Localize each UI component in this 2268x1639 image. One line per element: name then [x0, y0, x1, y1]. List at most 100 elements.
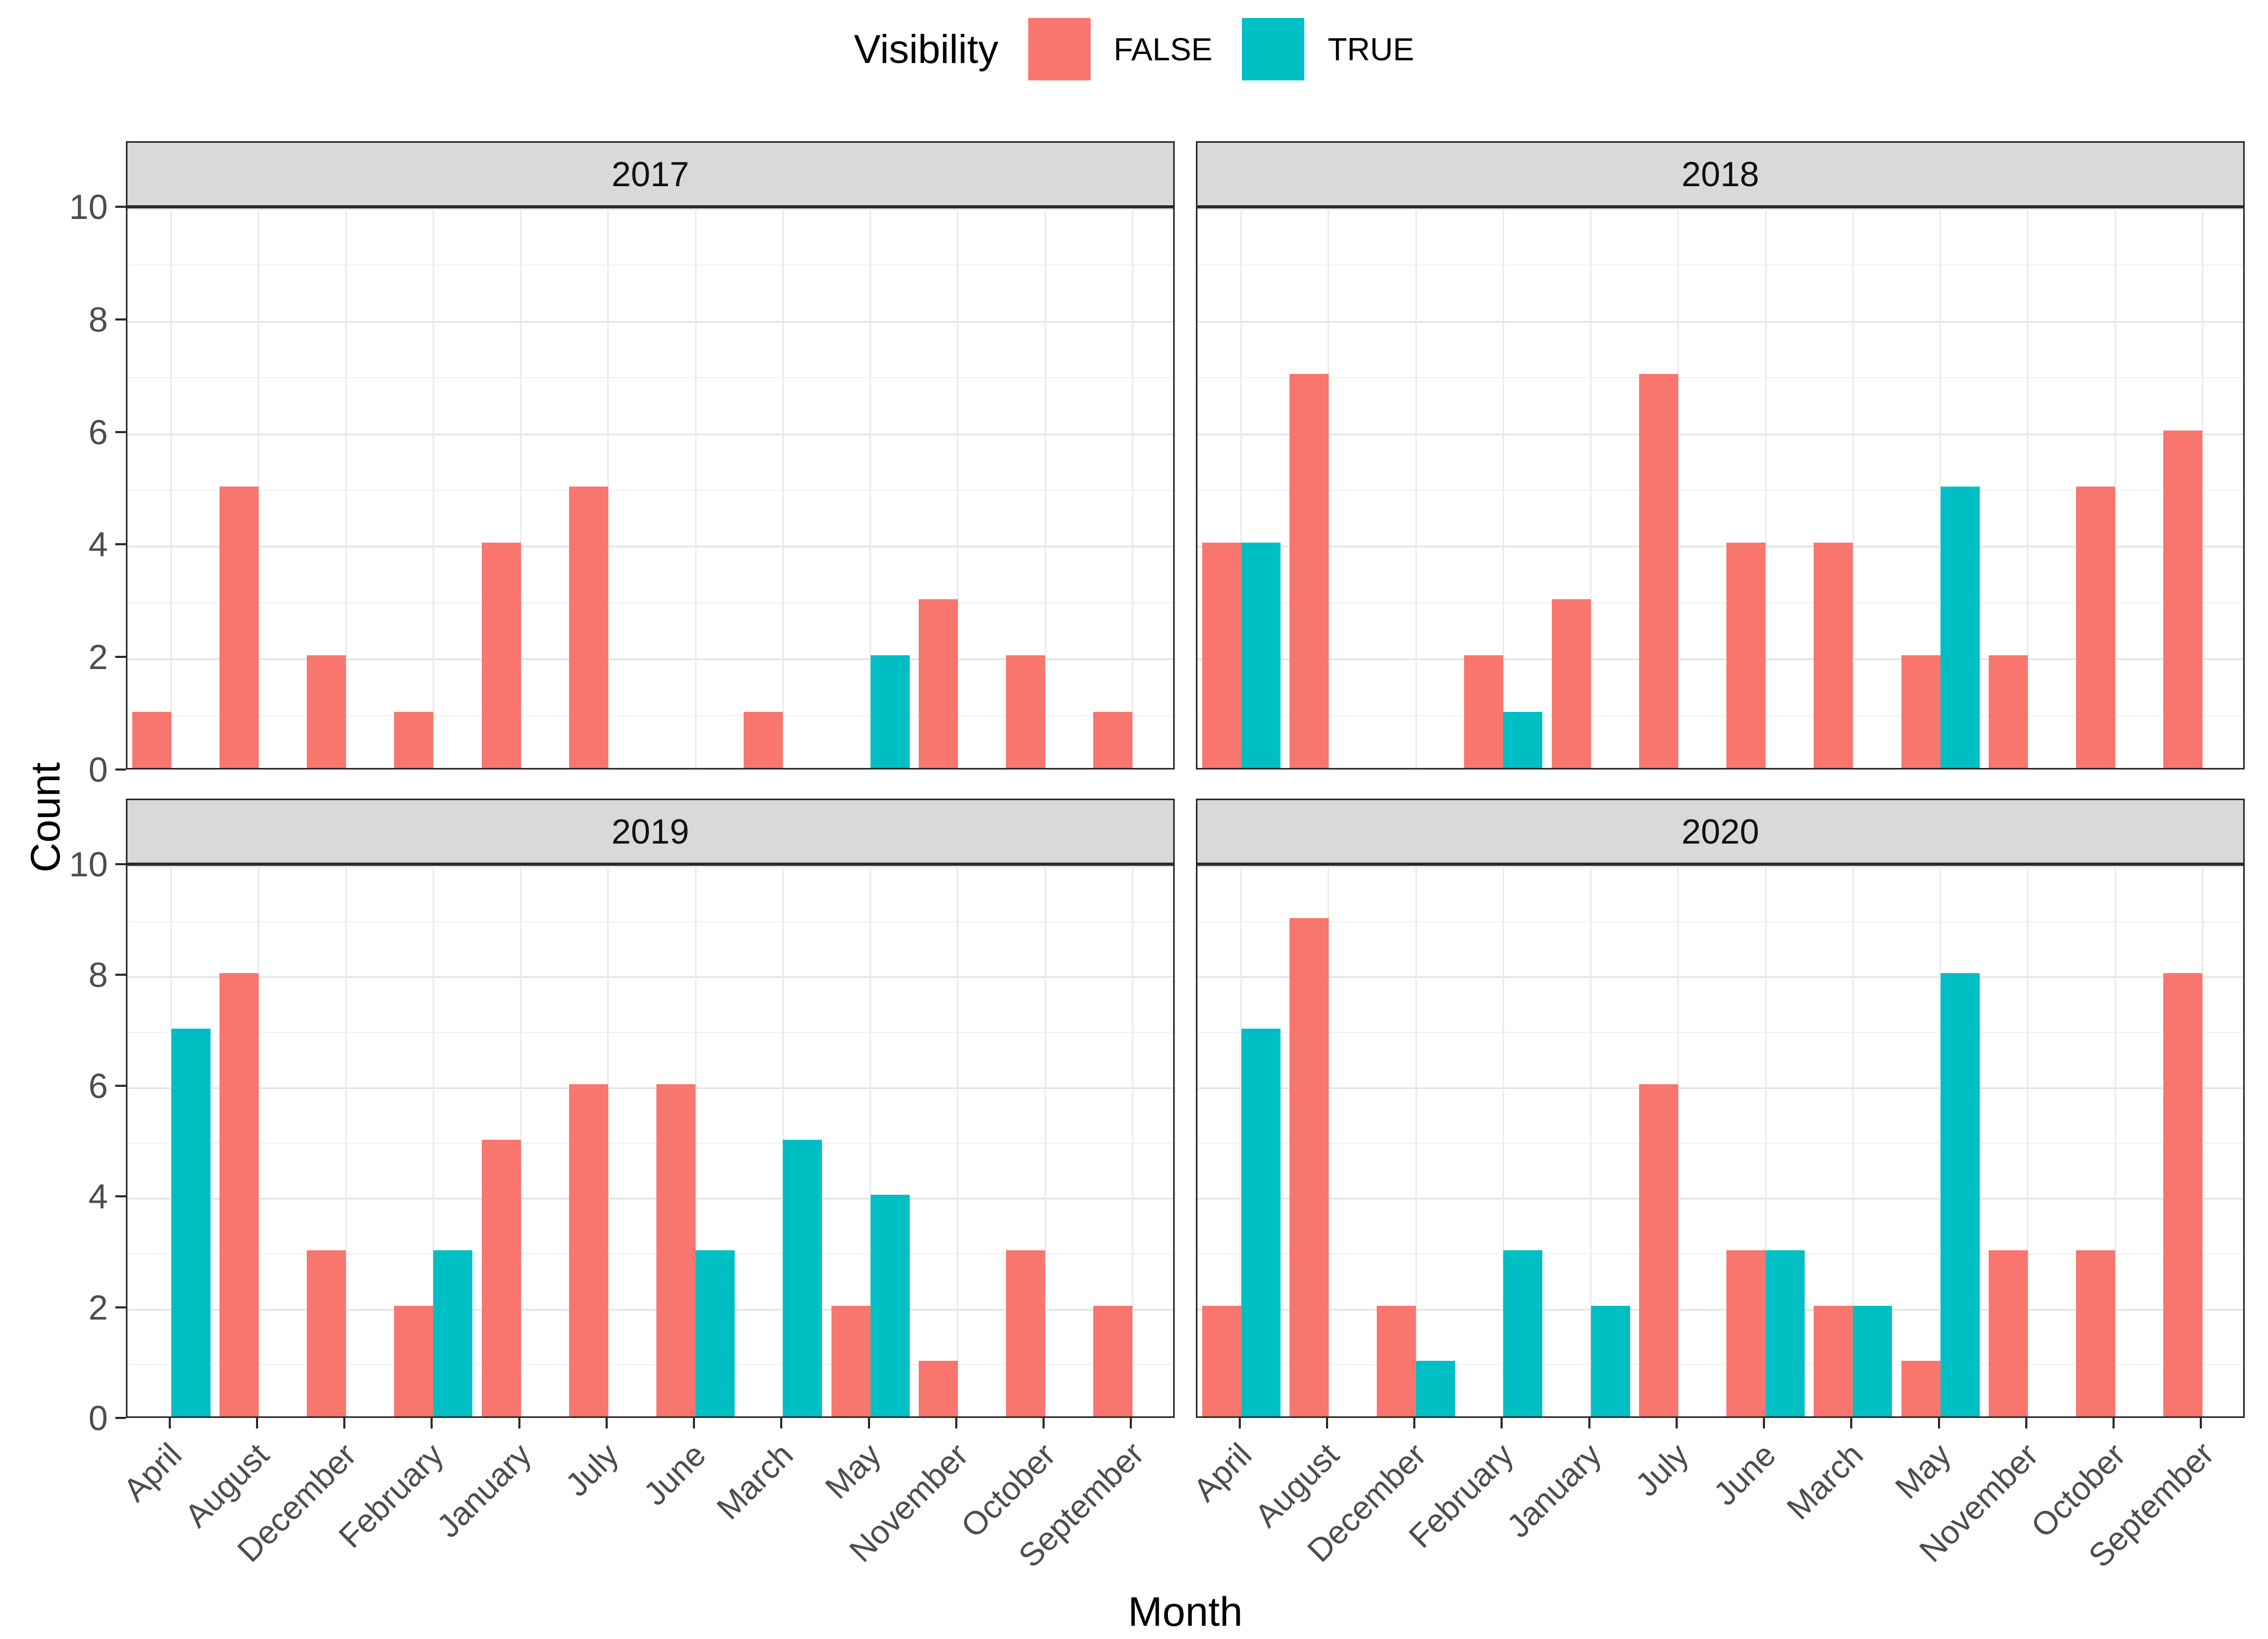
- x-axis-tick: [2112, 1418, 2115, 1429]
- bar-false-october: [2076, 1250, 2116, 1416]
- bar-false-may: [1901, 655, 1941, 768]
- bar-false-november: [918, 599, 958, 768]
- x-axis-tick: [1238, 1418, 1241, 1429]
- gridline-major: [127, 433, 1173, 435]
- legend-item-false: FALSE: [1028, 18, 1212, 80]
- x-axis-tick: [955, 1418, 957, 1429]
- gridline-major: [1197, 866, 2243, 867]
- gridline-vertical: [432, 208, 434, 768]
- x-axis-tick: [780, 1418, 783, 1429]
- gridline-minor: [127, 1032, 1173, 1033]
- bar-true-june: [1766, 1250, 1805, 1416]
- legend-title: Visibility: [854, 26, 999, 72]
- gridline-major: [1197, 433, 2243, 435]
- gridline-vertical: [1502, 866, 1504, 1416]
- bar-true-april: [1241, 543, 1281, 768]
- y-tick-label: 0: [88, 1398, 108, 1437]
- y-axis-tick: [115, 1417, 126, 1419]
- bar-false-april: [1202, 1305, 1241, 1416]
- bar-true-may: [870, 1195, 910, 1416]
- bar-false-november: [1988, 1250, 2028, 1416]
- y-axis-tick: [115, 206, 126, 208]
- facet-panel-2018: [1196, 207, 2245, 770]
- gridline-minor: [1197, 921, 2243, 922]
- gridline-major: [127, 546, 1173, 548]
- gridline-major: [127, 1087, 1173, 1089]
- gridline-minor: [1197, 1364, 2243, 1366]
- bar-false-august: [219, 487, 259, 768]
- bar-true-march: [1853, 1305, 1892, 1416]
- bar-true-april: [1241, 1029, 1281, 1416]
- y-axis-tick: [115, 1195, 126, 1198]
- gridline-major: [127, 1198, 1173, 1200]
- bar-false-october: [1006, 655, 1046, 768]
- x-axis-title: Month: [1128, 1588, 1243, 1635]
- y-axis-tick: [115, 863, 126, 865]
- gridline-minor: [1197, 1142, 2243, 1144]
- gridline-minor: [1197, 1032, 2243, 1033]
- x-axis-tick: [1130, 1418, 1132, 1429]
- y-tick-label: 0: [88, 750, 108, 789]
- gridline-major: [1197, 658, 2243, 661]
- y-tick-label: 4: [88, 1177, 108, 1216]
- bar-false-march: [744, 711, 783, 768]
- bar-false-june: [1726, 1250, 1766, 1416]
- bar-false-august: [1289, 918, 1329, 1416]
- y-tick-label: 10: [69, 845, 108, 884]
- facet-strip-label: 2020: [1681, 812, 1759, 851]
- y-tick-label: 8: [88, 955, 108, 995]
- gridline-vertical: [2114, 866, 2116, 1416]
- bar-false-july: [1639, 1084, 1678, 1416]
- gridline-minor: [127, 264, 1173, 266]
- gridline-vertical: [1240, 208, 1242, 768]
- gridline-major: [127, 658, 1173, 661]
- x-axis-tick: [1675, 1418, 1678, 1429]
- y-tick-label: 6: [88, 412, 108, 452]
- bar-false-february: [1464, 655, 1504, 768]
- gridline-vertical: [1044, 866, 1046, 1416]
- legend-swatch-false-icon: [1028, 18, 1091, 80]
- gridline-minor: [127, 715, 1173, 716]
- gridline-vertical: [1415, 208, 1417, 768]
- gridline-vertical: [345, 208, 347, 768]
- gridline-vertical: [1131, 866, 1133, 1416]
- gridline-minor: [127, 921, 1173, 922]
- facet-panel-2017: [126, 207, 1175, 770]
- gridline-vertical: [1590, 866, 1592, 1416]
- gridline-major: [127, 321, 1173, 323]
- facet-strip-2018: 2018: [1196, 141, 2245, 207]
- x-axis-tick: [1937, 1418, 1940, 1429]
- gridline-major: [1197, 1198, 2243, 1200]
- bar-false-june: [656, 1084, 696, 1416]
- facet-strip-label: 2019: [611, 812, 689, 851]
- y-tick-label: 10: [69, 187, 108, 226]
- bar-false-december: [1377, 1305, 1416, 1416]
- bar-false-december: [307, 1250, 346, 1416]
- bar-false-november: [918, 1361, 958, 1416]
- x-axis-tick: [255, 1418, 258, 1429]
- gridline-vertical: [1131, 208, 1133, 768]
- y-axis-tick: [115, 974, 126, 976]
- x-axis-tick: [1763, 1418, 1766, 1429]
- bar-true-may: [1940, 973, 1980, 1416]
- bar-false-march: [1814, 1305, 1853, 1416]
- gridline-vertical: [1852, 866, 1854, 1416]
- bar-true-may: [1940, 487, 1980, 768]
- gridline-minor: [1197, 377, 2243, 379]
- gridline-vertical: [1764, 208, 1767, 768]
- facet-strip-label: 2018: [1681, 154, 1759, 194]
- x-axis-tick: [518, 1418, 520, 1429]
- bar-false-september: [2163, 973, 2203, 1416]
- gridline-major: [127, 1308, 1173, 1311]
- bar-false-may: [1901, 1361, 1941, 1416]
- bar-false-july: [569, 1084, 608, 1416]
- y-axis-tick: [115, 768, 126, 771]
- bar-false-august: [219, 973, 259, 1416]
- bar-true-february: [1503, 711, 1543, 768]
- gridline-major: [127, 208, 1173, 210]
- bar-true-march: [783, 1139, 822, 1416]
- gridline-vertical: [957, 866, 959, 1416]
- gridline-minor: [1197, 264, 2243, 266]
- legend-swatch-true-icon: [1242, 18, 1305, 80]
